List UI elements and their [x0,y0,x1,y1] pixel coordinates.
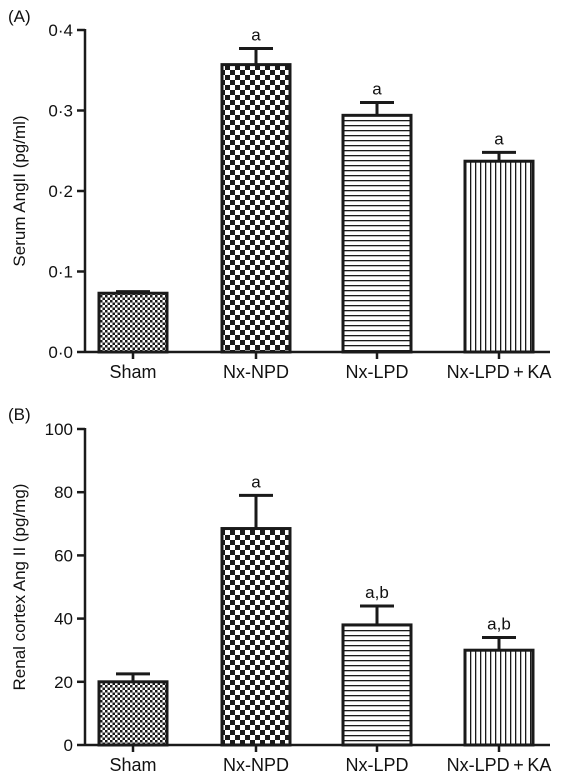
panel-b-chart: (B) Renal cortex Ang II (pg/mg) 0 20 40 60 80 1… [8,405,552,775]
panel-b-label: (B) [8,405,31,424]
panel-b-y-tick-label: 20 [54,673,73,692]
panel-a-significance-label: a [372,79,382,98]
panel-b-x-tick-label: Nx-LPD + KA [447,755,552,774]
panel-a-y-tick-label: 0·4 [48,21,73,40]
panel-b-x-tick-label: Nx-LPD [345,755,408,774]
panel-b-significance-label: a [251,472,261,491]
panel-a-y-tick-label: 0·1 [48,263,73,282]
panel-a-significance-label: a [251,26,261,45]
panel-b-bar [220,527,292,747]
panel-a-y-axis-label: Serum AngII (pg/ml) [10,115,29,266]
panel-b-y-axis-label: Renal cortex Ang II (pg/mg) [10,484,29,691]
panel-b-y-tick-label: 100 [45,420,73,439]
panel-a-y-tick-label: 0·3 [48,102,73,121]
panel-a-bar [97,291,169,354]
panel-b-y-tick-label: 80 [54,483,73,502]
panel-a-x-tick-label: Sham [109,362,156,382]
panel-b-bar [341,623,413,747]
panel-a-bar [220,63,292,354]
panel-a-bar [341,113,413,354]
panel-b-y-tick-label: 60 [54,546,73,565]
panel-b-y-tick-label: 0 [64,736,73,755]
panel-a-chart: (A) Serum AngII (pg/ml) 0·0 0·1 0·2 0·3 0·4 Sha… [8,7,551,382]
panel-a-x-tick-label: Nx-LPD + KA [447,362,552,382]
panel-a-x-tick-label: Nx-NPD [223,362,289,382]
panel-a-label: (A) [8,7,31,26]
panel-a-x-tick-label: Nx-LPD [345,362,408,382]
panel-b-y-tick-label: 40 [54,610,73,629]
panel-a-bar [463,159,535,354]
panel-b-x-tick-label: Nx-NPD [223,755,289,774]
panel-a-significance-label: a [494,129,504,148]
panel-b-x-tick-label: Sham [109,755,156,774]
panel-b-bar [97,680,169,747]
panel-b-bar [463,648,535,747]
panel-b-significance-label: a,b [365,583,389,602]
panel-a-y-tick-label: 0·2 [48,182,73,201]
panel-b-significance-label: a,b [487,615,511,634]
panel-a-y-tick-label: 0·0 [48,343,73,362]
